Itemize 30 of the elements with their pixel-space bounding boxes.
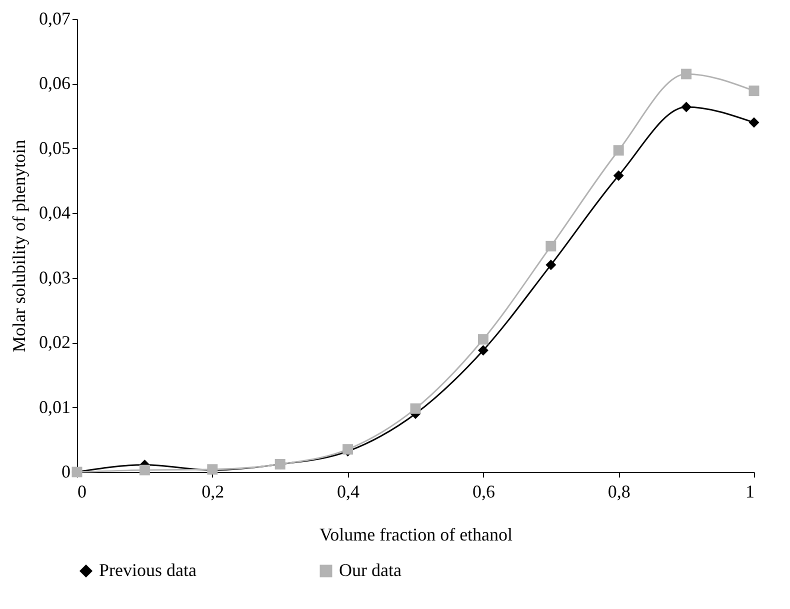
point: [748, 86, 760, 96]
y-tick-label: 0,03: [39, 267, 70, 288]
legend-label: Our data: [339, 560, 402, 580]
y-tick-label: 0,07: [39, 8, 70, 28]
y-tick-label: 0,02: [39, 332, 70, 352]
point: [478, 345, 488, 356]
point: [410, 403, 421, 414]
point: [748, 117, 760, 128]
point: [546, 260, 556, 270]
x-tick-label: 0,8: [608, 482, 630, 502]
y-tick-label: 0,06: [39, 73, 70, 94]
point: [681, 102, 692, 112]
x-tick-label: 0,6: [472, 482, 495, 502]
point: [613, 170, 624, 181]
x-tick-label: 0,4: [337, 482, 360, 502]
y-tick-label: 0,01: [39, 396, 70, 417]
y-tick-label: 0,05: [39, 138, 70, 158]
point: [546, 240, 556, 252]
point: [613, 145, 624, 156]
point: [681, 68, 692, 80]
point: [478, 334, 488, 345]
y-tick-label: 0,04: [39, 202, 70, 223]
y-tick-label: 0: [62, 462, 70, 482]
x-axis-title: Volume fraction of ethanol: [319, 524, 513, 544]
x-tick-label: 0,2: [202, 482, 224, 502]
x-tick-label: 0: [78, 482, 86, 502]
x-tick-label: 1: [746, 482, 754, 502]
y-axis-title: Molar solubility of phenytoin: [9, 140, 29, 352]
point: [139, 464, 150, 476]
legend-label: Previous data: [99, 560, 196, 580]
